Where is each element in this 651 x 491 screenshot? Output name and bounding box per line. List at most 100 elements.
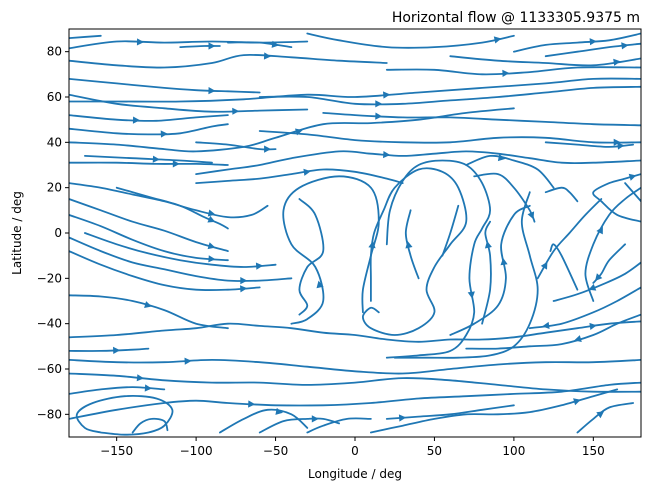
x-tick-label: 150 [582,444,605,458]
streamline-arrow [144,384,152,392]
streamline [69,78,261,94]
streamline-arrow [375,100,383,108]
streamline-arrow [398,414,407,422]
streamline [441,204,460,257]
plot-background [69,29,641,437]
streamline [528,286,641,330]
streamline-arrow [540,261,548,270]
streamline [227,41,293,48]
streamline-arrow [207,215,216,223]
streamline [69,93,309,113]
streamline-arrow [232,107,240,115]
streamline-arrow [573,398,581,406]
streamline-arrow [595,273,603,281]
streamline [465,313,641,350]
x-tick-label: −100 [180,444,213,458]
streamline [69,250,261,291]
streamline [219,408,309,434]
y-tick-label: −20 [37,271,62,285]
y-tick-label: −60 [37,362,62,376]
streamline-arrow [113,346,121,354]
streamline-arrow [263,52,272,60]
streamline-arrow [589,322,597,330]
streamline-arrow [248,400,256,408]
streamline [549,243,579,291]
streamline [370,388,619,434]
streamline-arrow [613,138,621,146]
y-tick-label: 40 [47,135,62,149]
streamline [465,154,555,189]
y-tick-label: 20 [47,181,62,195]
streamline [75,394,174,436]
x-tick-label: −50 [263,444,288,458]
streamline-arrow [502,69,510,77]
streamline-arrow [500,257,508,266]
streamline [393,191,539,359]
streamline [69,161,229,166]
streamline-arrow [275,407,283,415]
streamline [544,186,579,203]
streamline-arrow [383,91,391,99]
streamline [69,114,229,122]
streamline [385,159,491,359]
streamline [536,198,603,280]
streamline [69,372,641,393]
streamline-arrow [240,285,248,293]
streamline-arrow [264,145,272,153]
streamline-arrow [596,411,605,419]
streamline-arrow [484,240,492,249]
streamline-arrow [588,283,597,291]
chart-title: Horizontal flow @ 1133305.9375 m [392,10,640,26]
streamline-arrow [542,321,550,329]
streamline-arrow [303,168,311,176]
streamline-arrow [255,262,264,270]
streamline [84,232,277,268]
streamline [298,198,325,316]
streamline-arrow [527,211,535,220]
streamline-arrow [617,142,625,150]
streamline [513,32,641,53]
streamline [449,55,641,67]
streamline [69,53,388,69]
streamline-arrow [596,226,603,235]
streamline [592,173,641,223]
streamline-arrow [144,301,152,308]
streamline-arrow [160,130,168,138]
streamline-arrow [136,38,144,46]
streamline-arrow [467,291,475,299]
streamline-arrow [207,242,216,250]
streamline [69,359,641,375]
streamline [69,198,229,252]
streamline-arrow [172,160,180,168]
streamline-arrow [271,40,279,48]
streamline [69,214,229,262]
streamline [449,204,531,336]
streamline [179,45,221,48]
streamline-arrow [497,154,506,162]
x-tick-label: 50 [427,444,442,458]
y-tick-label: −40 [37,317,62,331]
streamline-arrow [405,240,413,249]
streamline [195,150,641,175]
streamline-arrow [375,112,383,120]
streamline [322,112,641,127]
x-tick-label: 0 [351,444,359,458]
streamline-arrow [383,151,391,159]
y-tick-label: 80 [47,45,62,59]
streamline-arrow [493,36,502,44]
streamline [258,417,340,434]
x-tick-label: 100 [502,444,525,458]
streamline-arrow [208,87,216,95]
streamline [69,236,293,282]
streamline [258,130,641,144]
streamline [385,404,515,420]
y-tick-label: 0 [54,226,62,240]
streamline [131,417,169,434]
streamline [362,167,468,336]
streamline-arrow [208,42,216,50]
streamline-arrow [316,280,324,289]
x-tick-label: −150 [100,444,133,458]
streamline-arrow [184,357,192,365]
streamlines [69,32,641,436]
